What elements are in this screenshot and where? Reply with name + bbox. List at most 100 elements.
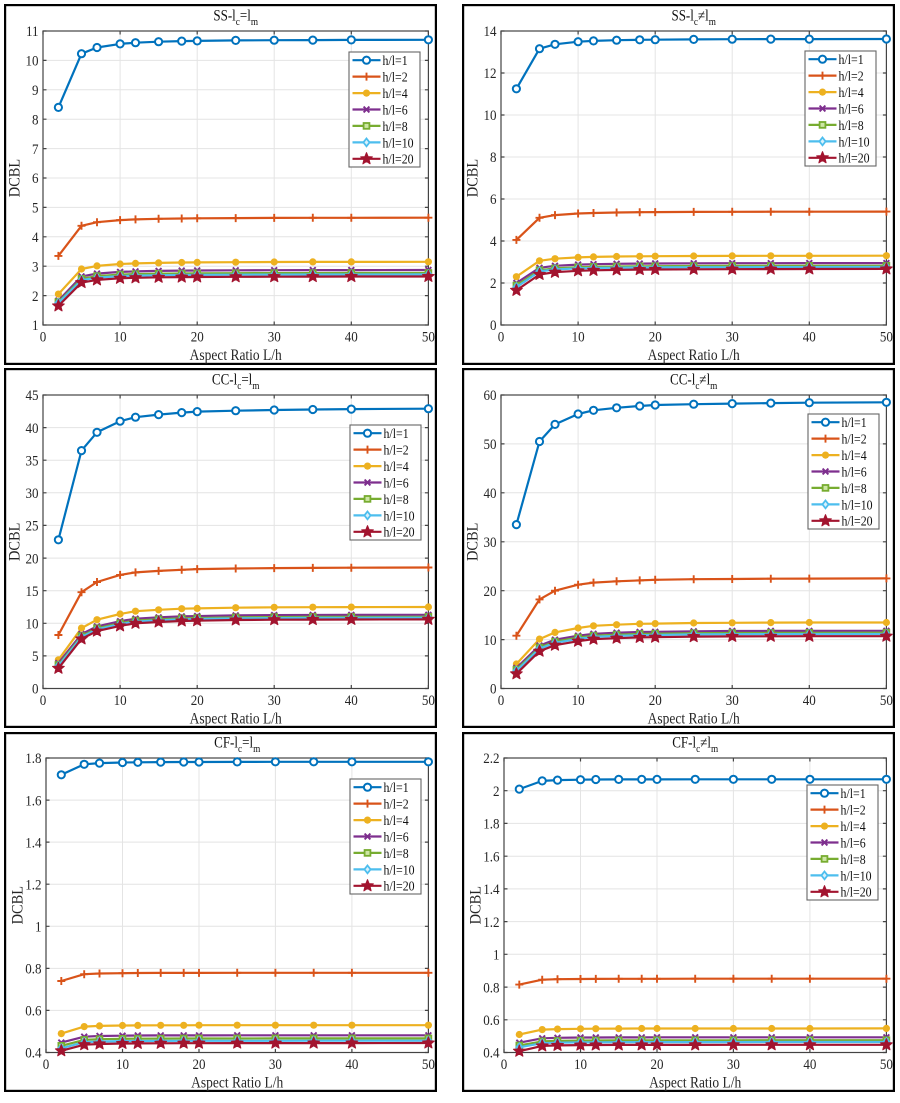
svg-text:50: 50: [483, 436, 496, 453]
svg-text:50: 50: [422, 692, 435, 709]
svg-text:30: 30: [268, 329, 281, 346]
svg-text:20: 20: [650, 1056, 663, 1073]
svg-text:Aspect Ratio L/h: Aspect Ratio L/h: [191, 1074, 284, 1091]
svg-text:CF-lc=lm: CF-lc=lm: [214, 735, 260, 756]
svg-text:5: 5: [32, 648, 39, 665]
svg-text:20: 20: [483, 583, 496, 600]
svg-text:h/l=6: h/l=6: [383, 103, 408, 118]
svg-text:0: 0: [490, 681, 497, 698]
svg-text:0.8: 0.8: [25, 961, 41, 978]
svg-text:CC-lc≠lm: CC-lc≠lm: [670, 372, 717, 393]
svg-text:CC-lc=lm: CC-lc=lm: [212, 372, 260, 393]
svg-text:0: 0: [498, 329, 505, 346]
svg-text:1.6: 1.6: [483, 849, 499, 866]
svg-text:h/l=2: h/l=2: [383, 70, 408, 85]
svg-text:DCBL: DCBL: [9, 886, 27, 924]
svg-text:10: 10: [483, 107, 496, 124]
svg-text:0: 0: [40, 692, 47, 709]
svg-text:40: 40: [25, 420, 38, 437]
svg-text:14: 14: [483, 23, 496, 40]
svg-text:h/l=4: h/l=4: [841, 819, 867, 834]
svg-text:0: 0: [490, 317, 497, 334]
svg-text:8: 8: [32, 112, 39, 129]
svg-text:h/l=8: h/l=8: [384, 846, 409, 861]
svg-text:40: 40: [345, 329, 358, 346]
svg-text:40: 40: [483, 485, 496, 502]
svg-text:0: 0: [43, 1056, 50, 1073]
svg-text:h/l=6: h/l=6: [839, 102, 864, 117]
svg-text:30: 30: [727, 1056, 740, 1073]
svg-text:20: 20: [649, 329, 662, 346]
svg-text:h/l=6: h/l=6: [384, 476, 409, 491]
svg-text:1: 1: [493, 947, 500, 964]
svg-text:h/l=10: h/l=10: [383, 136, 414, 151]
svg-text:10: 10: [114, 692, 127, 709]
svg-text:h/l=4: h/l=4: [839, 85, 865, 100]
svg-text:h/l=8: h/l=8: [383, 119, 408, 134]
svg-text:h/l=20: h/l=20: [384, 879, 415, 894]
svg-text:20: 20: [191, 329, 204, 346]
svg-text:Aspect Ratio L/h: Aspect Ratio L/h: [648, 710, 741, 727]
svg-text:Aspect Ratio L/h: Aspect Ratio L/h: [649, 1074, 742, 1091]
svg-text:7: 7: [32, 141, 39, 158]
svg-text:1.6: 1.6: [25, 792, 41, 809]
svg-text:0: 0: [40, 329, 47, 346]
svg-text:0.6: 0.6: [483, 1012, 499, 1029]
svg-text:SS-lc=lm: SS-lc=lm: [213, 8, 258, 29]
svg-text:50: 50: [422, 329, 435, 346]
svg-text:50: 50: [880, 1056, 893, 1073]
svg-text:h/l=6: h/l=6: [841, 836, 866, 851]
svg-text:4: 4: [32, 229, 39, 246]
svg-text:h/l=2: h/l=2: [839, 69, 864, 84]
svg-text:h/l=2: h/l=2: [841, 803, 866, 818]
svg-text:2.2: 2.2: [483, 750, 499, 767]
svg-text:12: 12: [483, 65, 496, 82]
svg-text:6: 6: [490, 191, 497, 208]
svg-text:h/l=20: h/l=20: [841, 885, 872, 900]
svg-text:Aspect Ratio L/h: Aspect Ratio L/h: [648, 347, 741, 364]
svg-text:h/l=8: h/l=8: [841, 852, 866, 867]
svg-text:20: 20: [25, 550, 38, 567]
svg-text:1.4: 1.4: [483, 881, 499, 898]
svg-text:45: 45: [25, 387, 38, 404]
svg-text:h/l=10: h/l=10: [842, 498, 873, 513]
svg-text:0: 0: [32, 681, 39, 698]
svg-text:30: 30: [483, 534, 496, 551]
svg-text:h/l=4: h/l=4: [384, 813, 410, 828]
svg-text:50: 50: [880, 329, 893, 346]
svg-text:h/l=6: h/l=6: [384, 830, 409, 845]
svg-text:Aspect Ratio L/h: Aspect Ratio L/h: [190, 347, 283, 364]
svg-text:1: 1: [32, 317, 39, 334]
svg-text:h/l=4: h/l=4: [383, 86, 409, 101]
svg-text:8: 8: [490, 149, 497, 166]
svg-text:10: 10: [114, 329, 127, 346]
svg-text:DCBL: DCBL: [6, 159, 24, 197]
svg-text:10: 10: [483, 632, 496, 649]
svg-text:6: 6: [32, 170, 39, 187]
svg-text:10: 10: [25, 616, 38, 633]
svg-text:h/l=20: h/l=20: [383, 152, 414, 167]
svg-text:40: 40: [803, 1056, 816, 1073]
svg-text:40: 40: [345, 692, 358, 709]
svg-text:2: 2: [493, 783, 500, 800]
svg-text:50: 50: [422, 1056, 435, 1073]
svg-text:60: 60: [483, 387, 496, 404]
svg-text:30: 30: [268, 692, 281, 709]
svg-text:9: 9: [32, 82, 39, 99]
svg-text:h/l=4: h/l=4: [384, 459, 410, 474]
svg-text:3: 3: [32, 259, 39, 276]
svg-text:h/l=20: h/l=20: [842, 514, 873, 529]
svg-text:Aspect Ratio L/h: Aspect Ratio L/h: [190, 710, 283, 727]
svg-text:0.4: 0.4: [25, 1045, 41, 1062]
svg-text:30: 30: [269, 1056, 282, 1073]
svg-text:h/l=1: h/l=1: [839, 52, 864, 67]
svg-text:0.8: 0.8: [483, 979, 499, 996]
svg-text:4: 4: [490, 233, 497, 250]
svg-text:0.6: 0.6: [25, 1003, 41, 1020]
svg-text:DCBL: DCBL: [467, 886, 485, 924]
svg-text:h/l=1: h/l=1: [841, 786, 866, 801]
svg-text:5: 5: [32, 200, 39, 217]
svg-text:1.8: 1.8: [25, 750, 41, 767]
svg-text:1.2: 1.2: [25, 877, 41, 894]
svg-text:40: 40: [803, 329, 816, 346]
